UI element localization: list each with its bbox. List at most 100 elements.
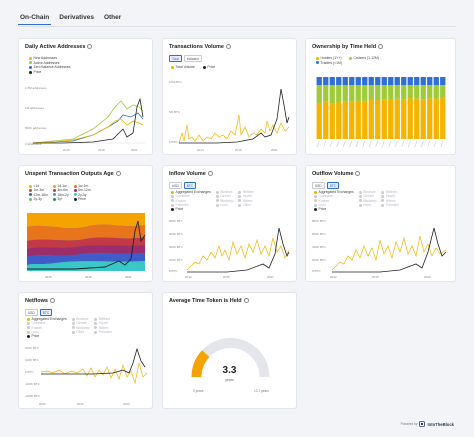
info-icon[interactable] xyxy=(378,44,384,49)
legend-binance[interactable]: Binance xyxy=(215,190,234,194)
legend-price[interactable]: Price xyxy=(73,197,91,201)
legend-huobi[interactable]: Huobi xyxy=(238,194,254,198)
holders-bar-segment[interactable] xyxy=(336,102,342,139)
legend-okex[interactable]: Okex xyxy=(238,203,254,207)
legend-poloniex[interactable]: Poloniex xyxy=(381,203,399,207)
holders-bar-segment[interactable] xyxy=(323,101,329,139)
cruisers-bar-segment[interactable] xyxy=(433,85,439,99)
traders-bar-segment[interactable] xyxy=(414,77,420,86)
holders-bar-segment[interactable] xyxy=(329,103,335,139)
legend-luno[interactable]: Luno xyxy=(215,203,234,207)
legend-luno[interactable]: Luno xyxy=(314,203,354,207)
legend-price[interactable]: Price xyxy=(314,207,354,211)
legend-aggregated-exchanges[interactable]: Aggregated Exchanges xyxy=(171,190,211,194)
legend-traders[interactable]: Traders (<1M) xyxy=(316,61,342,66)
traders-bar-segment[interactable] xyxy=(316,77,322,86)
utxo-chart[interactable]: 2015 2018 2021 xyxy=(25,211,149,281)
cruisers-bar-segment[interactable] xyxy=(362,85,368,102)
tv-chart[interactable]: 10M BTC 5M BTC 0 BTC 2014 2018 2021 xyxy=(167,75,293,153)
info-icon[interactable] xyxy=(87,44,93,49)
cruisers-bar-segment[interactable] xyxy=(349,85,355,102)
traders-bar-segment[interactable] xyxy=(375,77,381,86)
cruisers-bar-segment[interactable] xyxy=(355,85,361,101)
traders-bar-segment[interactable] xyxy=(401,77,407,86)
holders-bar-segment[interactable] xyxy=(394,98,400,139)
holders-bar-segment[interactable] xyxy=(433,98,439,139)
cruisers-bar-segment[interactable] xyxy=(394,85,400,99)
legend-utxo-2y-3y-b[interactable]: 2y-3y xyxy=(29,197,48,201)
traders-bar-segment[interactable] xyxy=(420,77,426,86)
cruisers-bar-segment[interactable] xyxy=(420,85,426,100)
info-icon[interactable] xyxy=(225,44,231,49)
legend-total-volume[interactable]: Total Volume xyxy=(171,65,195,70)
legend-bitfinex[interactable]: Bitfinex xyxy=(238,190,254,194)
traders-bar-segment[interactable] xyxy=(362,77,368,86)
legend-kraken[interactable]: Kraken xyxy=(27,326,67,330)
traders-bar-segment[interactable] xyxy=(336,77,342,86)
traders-bar-segment[interactable] xyxy=(427,77,433,86)
info-icon[interactable] xyxy=(243,298,249,303)
legend-bitfinex[interactable]: Bitfinex xyxy=(381,190,399,194)
legend-utxo-lt1d[interactable]: <1d xyxy=(29,184,48,188)
legend-utxo-12m-18m[interactable]: 12m-18m xyxy=(29,193,48,197)
legend-price[interactable]: Price xyxy=(27,334,67,338)
inflow-chart[interactable]: 800K BTC 600K BTC 400K BTC 200K BTC 0 BT… xyxy=(167,216,293,280)
legend-bittrex[interactable]: Bittrex xyxy=(381,199,399,203)
legend-utxo-18m-2y[interactable]: 18m-2y xyxy=(52,193,69,197)
toggle-btc[interactable]: BTC xyxy=(39,309,53,317)
legend-gemini[interactable]: Gemini xyxy=(358,194,377,198)
traders-bar-segment[interactable] xyxy=(329,77,335,86)
toggle-indicator[interactable]: Indicator xyxy=(183,55,202,63)
traders-bar-segment[interactable] xyxy=(368,77,374,86)
toggle-btc[interactable]: BTC xyxy=(183,182,197,190)
brand-name[interactable]: IntoTheBlock xyxy=(427,421,454,427)
traders-bar-segment[interactable] xyxy=(407,77,413,86)
netflows-chart[interactable]: 200K BTC 100K BTC 0 BTC -100K BTC -200K … xyxy=(23,343,149,407)
legend-utxo-2y-3y[interactable]: 2y-3y xyxy=(73,193,91,197)
holders-bar-segment[interactable] xyxy=(427,98,433,139)
traders-bar-segment[interactable] xyxy=(349,77,355,86)
holders-bar-segment[interactable] xyxy=(349,101,355,139)
legend-new-addresses[interactable]: New Addresses xyxy=(29,56,70,61)
legend-utxo-1w-1m[interactable]: 1w-1m xyxy=(73,184,91,188)
legend-bitstamp[interactable]: Bitstamp xyxy=(71,326,89,330)
toggle-total[interactable]: Total xyxy=(169,55,182,63)
cruisers-bar-segment[interactable] xyxy=(316,85,322,104)
legend-poloniex[interactable]: Poloniex xyxy=(94,330,112,334)
legend-bitstamp[interactable]: Bitstamp xyxy=(215,199,233,203)
legend-binance[interactable]: Binance xyxy=(71,317,90,321)
legend-coinbase[interactable]: Coinbase xyxy=(171,194,211,198)
holders-bar-segment[interactable] xyxy=(316,103,322,139)
legend-bitfinex[interactable]: Bitfinex xyxy=(94,317,112,321)
cruisers-bar-segment[interactable] xyxy=(407,85,413,99)
holders-bar-segment[interactable] xyxy=(420,99,426,139)
legend-binance[interactable]: Binance xyxy=(358,190,377,194)
legend-zero-balance-addresses[interactable]: Zero Balance Addresses xyxy=(29,65,70,70)
legend-aggregated-exchanges[interactable]: Aggregated Exchanges xyxy=(27,317,67,321)
cruisers-bar-segment[interactable] xyxy=(440,85,446,98)
legend-holders[interactable]: Holders (1Y+) xyxy=(316,56,342,61)
cruisers-bar-segment[interactable] xyxy=(323,85,329,102)
legend-price[interactable]: Price xyxy=(202,65,215,70)
toggle-btc[interactable]: BTC xyxy=(326,182,340,190)
legend-active-addresses[interactable]: Active Addresses xyxy=(29,61,70,66)
legend-coinbase[interactable]: Coinbase xyxy=(314,194,354,198)
holders-bar-segment[interactable] xyxy=(342,101,348,139)
legend-huobi[interactable]: Huobi xyxy=(94,321,112,325)
cruisers-bar-segment[interactable] xyxy=(381,85,387,100)
holders-bar-segment[interactable] xyxy=(414,98,420,139)
legend-price[interactable]: Price xyxy=(171,207,211,211)
info-icon[interactable] xyxy=(355,171,361,176)
traders-bar-segment[interactable] xyxy=(388,77,394,86)
cruisers-bar-segment[interactable] xyxy=(342,85,348,102)
info-icon[interactable] xyxy=(49,298,55,303)
outflow-chart[interactable]: 800K BTC 600K BTC 400K BTC 200K BTC 0 BT… xyxy=(310,216,452,280)
holders-bar-segment[interactable] xyxy=(401,99,407,139)
legend-huobi[interactable]: Huobi xyxy=(381,194,399,198)
legend-bittrex[interactable]: Bittrex xyxy=(94,326,112,330)
legend-utxo-6m-12m[interactable]: 6m-12m xyxy=(73,188,91,192)
traders-bar-segment[interactable] xyxy=(381,77,387,86)
info-icon[interactable] xyxy=(115,171,121,176)
daa-chart[interactable]: 1.5M addresses 1M addresses 500K address… xyxy=(23,77,149,153)
holders-bar-segment[interactable] xyxy=(362,101,368,139)
